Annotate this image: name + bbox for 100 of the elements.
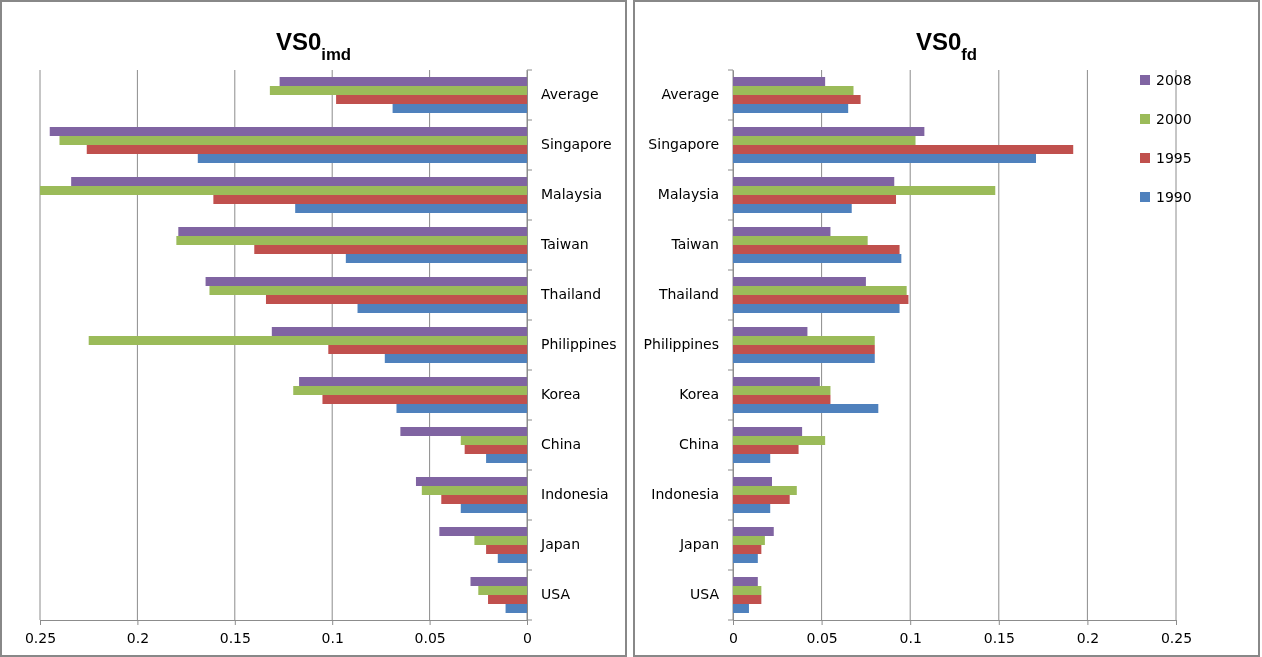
y-tick-label: Indonesia: [541, 486, 609, 503]
bar: [488, 595, 527, 604]
x-tick-label: 0.25: [1160, 630, 1193, 647]
bar: [322, 395, 527, 404]
bar: [733, 404, 879, 413]
bar: [176, 236, 527, 245]
x-tick-label: 0.2: [1076, 630, 1100, 647]
bar: [460, 436, 527, 445]
bar: [733, 604, 749, 613]
y-tick-label: China: [679, 436, 719, 453]
bar: [733, 254, 902, 263]
y-tick-label: Philippines: [541, 336, 617, 353]
bar: [384, 354, 527, 363]
bar: [733, 386, 831, 395]
x-tick-label: 0.15: [983, 630, 1015, 647]
bar: [733, 277, 866, 286]
bar: [733, 177, 895, 186]
y-tick-label: Taiwan: [670, 236, 719, 253]
legend-label: 1995: [1156, 149, 1192, 166]
y-tick-label: Korea: [679, 386, 719, 403]
x-tick-label: 0.05: [414, 630, 446, 647]
bar: [733, 454, 771, 463]
bar: [733, 577, 758, 586]
bar: [470, 577, 527, 586]
y-tick-label: Average: [541, 86, 599, 103]
y-tick-label: Malaysia: [541, 186, 603, 203]
bar: [328, 345, 527, 354]
bar: [733, 236, 868, 245]
bar: [392, 104, 527, 113]
bar: [497, 554, 527, 563]
bar: [733, 77, 826, 86]
bar: [733, 286, 907, 295]
y-tick-label: USA: [690, 586, 720, 603]
x-tick-label: 0.2: [126, 630, 150, 647]
bar: [733, 145, 1074, 154]
bar: [733, 304, 900, 313]
bar: [86, 145, 527, 154]
bar: [733, 504, 771, 513]
x-tick-label: 0: [729, 630, 738, 647]
y-tick-label: Thailand: [657, 286, 719, 303]
bar: [197, 154, 527, 163]
bar: [396, 404, 527, 413]
bar: [254, 245, 527, 254]
bar: [733, 154, 1037, 163]
bar: [733, 527, 774, 536]
bar: [733, 377, 820, 386]
bar: [439, 527, 527, 536]
bar: [421, 486, 527, 495]
bar: [293, 386, 527, 395]
bar: [733, 554, 758, 563]
bar: [733, 495, 790, 504]
bar: [415, 477, 527, 486]
y-tick-label: Singapore: [541, 136, 612, 153]
bar: [733, 245, 900, 254]
bar: [733, 427, 803, 436]
bar: [265, 295, 527, 304]
bar: [733, 204, 852, 213]
bar: [733, 136, 916, 145]
x-tick-label: 0: [523, 630, 532, 647]
bar: [213, 195, 527, 204]
bar: [733, 345, 875, 354]
bar: [733, 104, 849, 113]
bar: [733, 86, 854, 95]
bar: [478, 586, 527, 595]
bar: [464, 445, 527, 454]
bar: [733, 395, 831, 404]
bar: [733, 295, 909, 304]
y-tick-label: Japan: [678, 536, 719, 553]
bar: [733, 186, 996, 195]
x-tick-label: 0.15: [219, 630, 251, 647]
chart-title: VS0$_{imd}$: [275, 28, 352, 64]
bar: [733, 545, 762, 554]
y-tick-label: Taiwan: [540, 236, 589, 253]
y-tick-label: Indonesia: [651, 486, 719, 503]
bar: [733, 227, 831, 236]
legend-label: 1990: [1156, 188, 1192, 205]
bar: [40, 186, 527, 195]
x-tick-label: 0.1: [321, 630, 344, 647]
bar: [269, 86, 527, 95]
bar: [299, 377, 527, 386]
bar: [733, 595, 762, 604]
x-tick-label: 0.05: [806, 630, 838, 647]
bar: [733, 127, 925, 136]
bar: [441, 495, 527, 504]
bar: [345, 254, 527, 263]
legend-label: 2008: [1156, 71, 1192, 88]
y-tick-label: Singapore: [648, 136, 719, 153]
y-tick-label: Average: [661, 86, 719, 103]
bar: [505, 604, 527, 613]
bar: [733, 436, 826, 445]
bar: [733, 586, 762, 595]
bar: [295, 204, 527, 213]
y-tick-label: Philippines: [643, 336, 719, 353]
bar: [271, 327, 527, 336]
y-tick-label: Japan: [540, 536, 581, 553]
bar: [733, 195, 897, 204]
x-tick-label: 0.1: [899, 630, 922, 647]
bar: [733, 336, 875, 345]
bar: [733, 327, 808, 336]
y-tick-label: Thailand: [540, 286, 602, 303]
